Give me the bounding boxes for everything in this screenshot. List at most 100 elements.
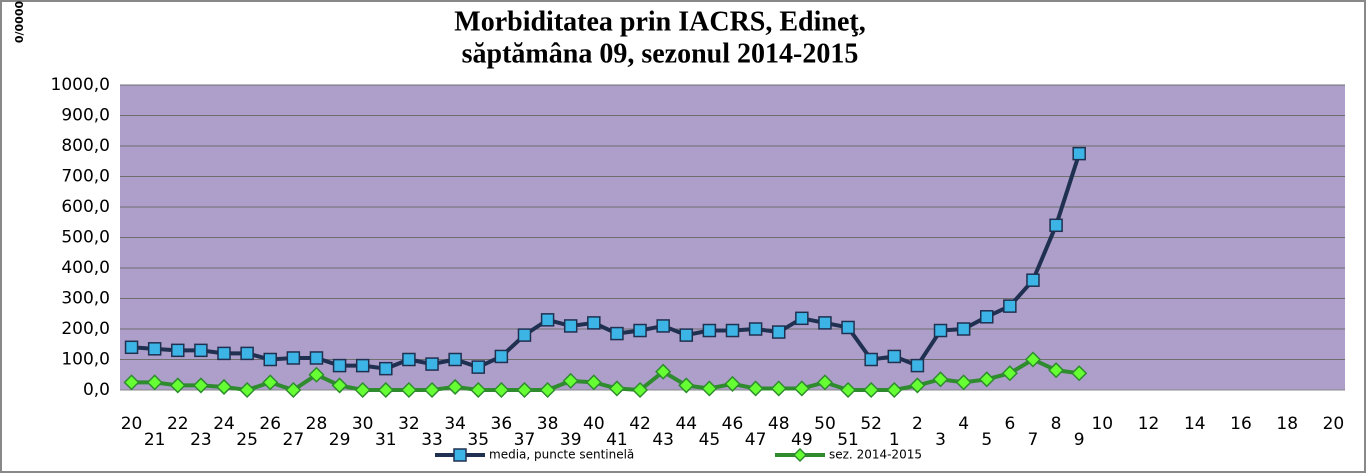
marker bbox=[656, 319, 670, 333]
y-tick-label: 600,0 bbox=[61, 197, 110, 217]
marker bbox=[192, 377, 209, 394]
y-tick-label: 400,0 bbox=[61, 258, 110, 278]
marker bbox=[379, 361, 393, 376]
marker bbox=[516, 381, 533, 399]
marker bbox=[286, 351, 301, 365]
marker bbox=[979, 310, 994, 324]
x-tick-label: 7 bbox=[1028, 430, 1039, 450]
x-tick-label: 41 bbox=[606, 430, 628, 450]
marker bbox=[423, 381, 441, 399]
marker bbox=[587, 316, 601, 330]
x-tick-label: 2 bbox=[912, 414, 923, 434]
marker bbox=[585, 374, 602, 391]
marker bbox=[841, 320, 855, 335]
x-tick-label: 40 bbox=[583, 414, 605, 434]
marker bbox=[377, 381, 394, 399]
marker bbox=[471, 360, 486, 374]
marker bbox=[123, 374, 140, 391]
y-tick-label: 0,0 bbox=[83, 380, 110, 400]
marker bbox=[910, 358, 925, 373]
marker bbox=[1024, 351, 1042, 368]
x-tick-label: 29 bbox=[329, 430, 351, 450]
x-tick-label: 35 bbox=[467, 430, 489, 450]
marker bbox=[309, 351, 324, 365]
x-tick-label: 12 bbox=[1138, 414, 1160, 434]
y-tick-label: 100,0 bbox=[61, 350, 110, 370]
x-tick-label: 21 bbox=[144, 430, 166, 450]
marker bbox=[171, 343, 185, 358]
marker bbox=[285, 381, 302, 399]
marker bbox=[215, 378, 233, 396]
marker bbox=[1026, 273, 1040, 287]
y-tick-label: 200,0 bbox=[61, 319, 110, 339]
marker bbox=[886, 381, 903, 399]
x-tick-label: 5 bbox=[981, 430, 992, 450]
marker bbox=[863, 381, 880, 399]
x-tick-label: 47 bbox=[745, 430, 767, 450]
marker bbox=[517, 328, 532, 342]
legend-marker bbox=[453, 448, 467, 462]
marker bbox=[887, 349, 902, 364]
marker bbox=[1071, 365, 1088, 382]
x-tick-label: 44 bbox=[675, 414, 697, 434]
marker bbox=[239, 381, 256, 399]
marker bbox=[562, 372, 579, 389]
marker bbox=[725, 323, 740, 338]
x-tick-label: 42 bbox=[629, 414, 651, 434]
marker bbox=[354, 381, 371, 399]
marker bbox=[1072, 146, 1086, 161]
marker bbox=[840, 381, 857, 399]
marker bbox=[909, 377, 926, 394]
x-tick-label: 48 bbox=[768, 414, 790, 434]
y-tick-label: 700,0 bbox=[61, 167, 110, 187]
marker bbox=[933, 323, 948, 338]
marker bbox=[169, 377, 186, 394]
marker bbox=[563, 319, 578, 333]
x-tick-label: 27 bbox=[283, 430, 305, 450]
x-tick-label: 31 bbox=[375, 430, 397, 450]
x-tick-label: 46 bbox=[722, 414, 744, 434]
marker bbox=[818, 316, 832, 330]
marker bbox=[447, 378, 464, 396]
x-tick-label: 6 bbox=[1004, 414, 1015, 434]
marker bbox=[332, 358, 347, 373]
legend-marker bbox=[792, 447, 808, 463]
marker bbox=[494, 349, 509, 364]
x-tick-label: 25 bbox=[236, 430, 258, 450]
x-tick-label: 38 bbox=[537, 414, 559, 434]
marker bbox=[748, 322, 763, 336]
marker bbox=[678, 377, 695, 394]
marker bbox=[702, 323, 717, 338]
marker bbox=[147, 342, 162, 356]
marker bbox=[1048, 362, 1065, 379]
x-tick-label: 51 bbox=[837, 430, 859, 450]
marker bbox=[308, 366, 325, 383]
x-tick-label: 49 bbox=[791, 430, 813, 450]
y-axis-label: 0/0000 bbox=[13, 1, 26, 44]
marker bbox=[240, 346, 254, 361]
marker bbox=[864, 352, 878, 367]
y-tick-label: 1000,0 bbox=[51, 75, 110, 95]
x-tick-label: 20 bbox=[1323, 414, 1345, 434]
legend-label: media, puncte sentinelă bbox=[489, 448, 634, 462]
marker bbox=[724, 375, 741, 392]
marker bbox=[194, 343, 208, 358]
x-tick-label: 32 bbox=[398, 414, 420, 434]
x-tick-label: 9 bbox=[1074, 430, 1085, 450]
x-tick-label: 34 bbox=[444, 414, 466, 434]
marker bbox=[540, 313, 555, 327]
marker bbox=[978, 371, 995, 388]
marker bbox=[771, 325, 786, 339]
y-tick-label: 900,0 bbox=[61, 106, 110, 126]
marker bbox=[795, 311, 809, 326]
x-tick-label: 22 bbox=[167, 414, 189, 434]
x-tick-label: 28 bbox=[306, 414, 328, 434]
x-tick-label: 20 bbox=[121, 414, 143, 434]
x-tick-label: 10 bbox=[1091, 414, 1113, 434]
x-tick-label: 43 bbox=[652, 430, 674, 450]
marker bbox=[1049, 218, 1063, 233]
x-tick-label: 23 bbox=[190, 430, 212, 450]
x-tick-label: 18 bbox=[1276, 414, 1298, 434]
marker bbox=[633, 323, 647, 338]
x-tick-label: 1 bbox=[889, 430, 900, 450]
